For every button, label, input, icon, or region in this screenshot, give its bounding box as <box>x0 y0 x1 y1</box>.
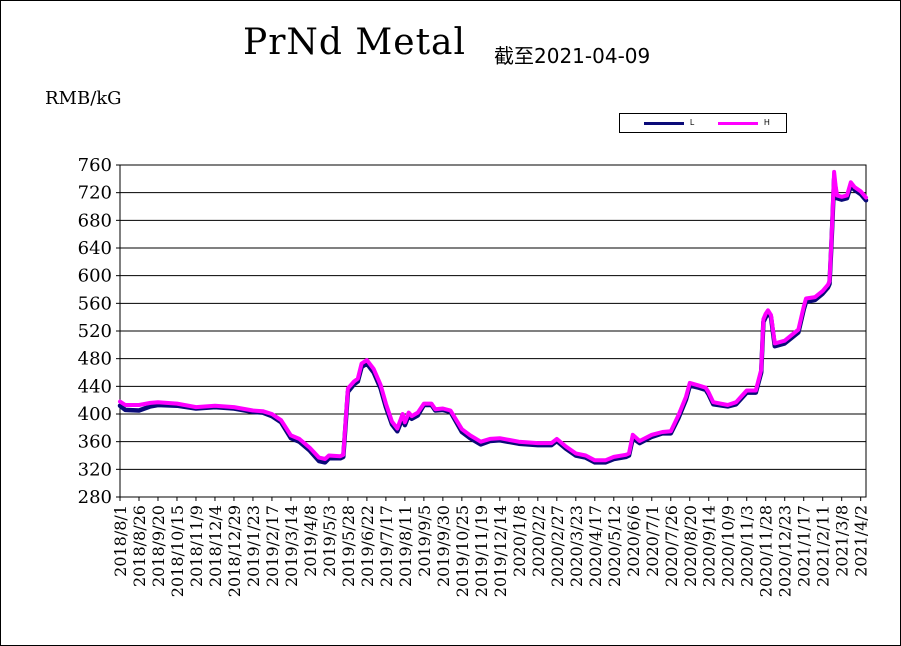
chart-title: PrNd Metal <box>243 22 467 63</box>
x-tick-label-0: 2018/8/1 <box>111 505 130 577</box>
x-tick-label-9: 2019/3/14 <box>282 505 301 587</box>
x-tick-label-19: 2019/11/19 <box>472 505 491 597</box>
x-tick-label-36: 2021/1/17 <box>795 505 814 587</box>
y-tick-label-680: 680 <box>78 210 112 231</box>
y-tick-label-720: 720 <box>78 183 112 204</box>
y-tick-label-320: 320 <box>78 459 112 480</box>
x-tick-label-29: 2020/7/26 <box>662 505 681 587</box>
x-tick-label-15: 2019/8/11 <box>396 505 415 587</box>
legend-label-h: H <box>764 118 770 127</box>
legend: L H <box>619 113 787 133</box>
legend-swatch-l <box>644 122 684 125</box>
x-tick-label-16: 2019/9/5 <box>415 505 434 577</box>
x-tick-label-14: 2019/7/17 <box>377 505 396 587</box>
y-tick-label-280: 280 <box>78 487 112 508</box>
x-tick-label-39: 2021/4/2 <box>852 505 871 577</box>
x-tick-label-28: 2020/7/1 <box>643 505 662 577</box>
x-tick-label-22: 2020/2/2 <box>529 505 548 577</box>
x-tick-label-30: 2020/8/20 <box>681 505 700 587</box>
x-tick-label-35: 2020/12/23 <box>776 505 795 597</box>
x-tick-label-32: 2020/10/9 <box>719 505 738 587</box>
y-tick-label-360: 360 <box>78 432 112 453</box>
x-tick-label-20: 2019/12/14 <box>491 505 510 597</box>
x-tick-label-7: 2019/1/23 <box>244 505 263 587</box>
x-tick-label-3: 2018/10/15 <box>168 505 187 597</box>
y-tick-label-440: 440 <box>78 376 112 397</box>
x-tick-label-4: 2018/11/9 <box>187 505 206 587</box>
plot-area <box>119 164 867 498</box>
series-line-h <box>118 169 868 463</box>
series-line-l <box>117 176 869 465</box>
y-tick-label-600: 600 <box>78 266 112 287</box>
x-tick-label-27: 2020/6/6 <box>624 505 643 577</box>
x-tick-label-6: 2018/12/29 <box>225 505 244 597</box>
legend-swatch-h <box>718 122 758 125</box>
y-axis-unit-label: RMB/kG <box>45 88 122 109</box>
y-tick-label-760: 760 <box>78 155 112 176</box>
y-tick-label-640: 640 <box>78 238 112 259</box>
x-tick-label-8: 2019/2/17 <box>263 505 282 587</box>
x-tick-label-21: 2020/1/8 <box>510 505 529 577</box>
x-tick-label-33: 2020/11/3 <box>738 505 757 587</box>
x-tick-label-38: 2021/3/8 <box>833 505 852 577</box>
x-tick-label-23: 2020/2/27 <box>548 505 567 587</box>
x-tick-label-26: 2020/5/12 <box>605 505 624 587</box>
x-tick-label-18: 2019/10/25 <box>453 505 472 597</box>
x-tick-label-25: 2020/4/17 <box>586 505 605 587</box>
x-tick-label-2: 2018/9/20 <box>149 505 168 587</box>
x-tick-label-1: 2018/8/26 <box>130 505 149 587</box>
y-tick-label-560: 560 <box>78 293 112 314</box>
x-tick-label-37: 2021/2/11 <box>814 505 833 587</box>
x-tick-label-11: 2019/5/3 <box>320 505 339 577</box>
y-tick-label-400: 400 <box>78 404 112 425</box>
y-tick-label-480: 480 <box>78 349 112 370</box>
x-tick-label-24: 2020/3/23 <box>567 505 586 587</box>
x-tick-label-17: 2019/9/30 <box>434 505 453 587</box>
x-tick-label-31: 2020/9/14 <box>700 505 719 587</box>
legend-label-l: L <box>690 118 695 127</box>
y-tick-label-520: 520 <box>78 321 112 342</box>
x-tick-label-5: 2018/12/4 <box>206 505 225 587</box>
x-tick-label-12: 2019/5/28 <box>339 505 358 587</box>
chart-subtitle: 截至2021-04-09 <box>494 44 651 68</box>
x-tick-label-34: 2020/11/28 <box>757 505 776 597</box>
x-tick-label-10: 2019/4/8 <box>301 505 320 577</box>
x-tick-label-13: 2019/6/22 <box>358 505 377 587</box>
